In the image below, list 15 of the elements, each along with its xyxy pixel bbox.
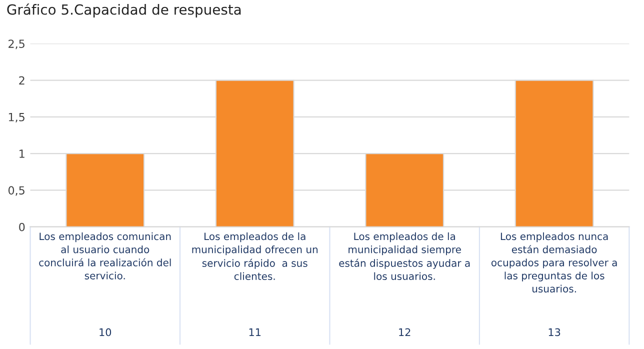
x-tick-label: Los empleados comunican al usuario cuando concluirá la realización del servicio. <box>39 232 171 280</box>
y-tick-label: 1 <box>20 150 24 158</box>
y-tick-label: 2,5 <box>8 40 24 50</box>
y-tick-label: 1,5 <box>8 113 24 122</box>
y-tick-label: 0,5 <box>8 186 24 196</box>
text: 11 <box>249 328 261 336</box>
chart-title: Gráfico 5.Capacidad de respuesta <box>7 3 241 18</box>
text: 13 <box>548 328 560 336</box>
x-tick-label: Los empleados de la municipalidad ofrecen un servicio rápido a sus clientes. <box>192 232 318 280</box>
y-tick-label: 2 <box>19 76 24 84</box>
text: 10 <box>100 328 112 336</box>
y-tick-label: 0 <box>19 222 25 232</box>
x-tick-label: Los empleados nunca están demasiado ocupados para resolver a las preguntas de los usuarios. <box>491 232 617 293</box>
text: 12 <box>399 328 410 336</box>
x-tick-label: Los empleados de la municipalidad siempre están dispuestos ayudar a los usuarios. <box>339 232 470 280</box>
